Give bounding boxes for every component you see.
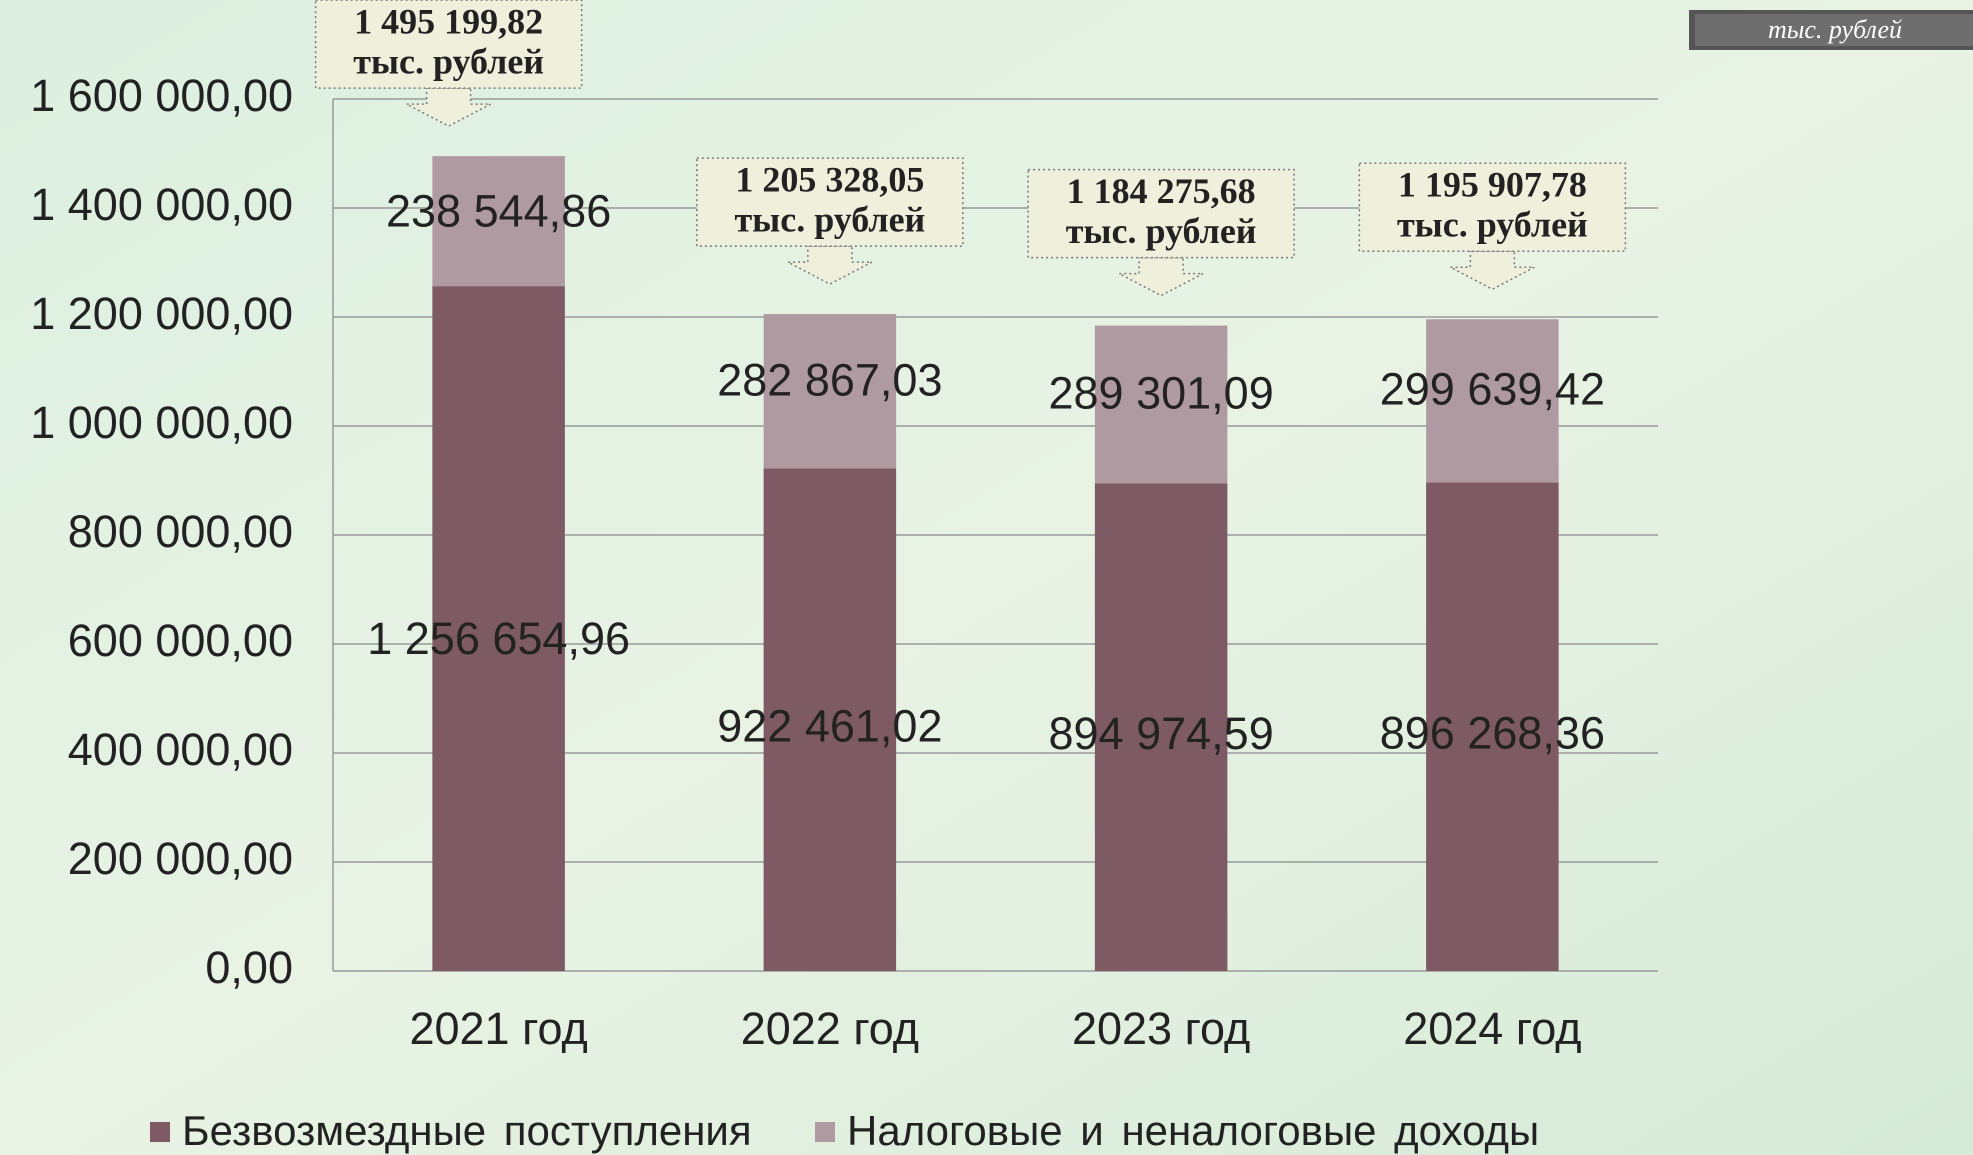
bar-segment — [432, 156, 565, 287]
bar-segment — [1426, 482, 1559, 971]
callout-value: 1 195 907,78 — [1398, 164, 1587, 204]
bar-segment — [1094, 325, 1228, 484]
callout-unit: тыс. рублей — [1066, 211, 1257, 251]
callout-arrow — [1118, 256, 1204, 297]
y-tick-label: 200 000,00 — [68, 833, 293, 884]
x-tick-label: 2023 год — [1072, 1003, 1250, 1054]
callout-box — [1358, 162, 1627, 252]
callout-arrow — [1450, 250, 1535, 291]
y-tick-label: 1 400 000,00 — [30, 179, 293, 230]
callout-unit: тыс. рублей — [734, 199, 925, 239]
unit-box-inner — [1695, 14, 1973, 46]
bar-segment — [763, 314, 897, 469]
value-label: 238 544,86 — [386, 186, 611, 237]
callout-unit: тыс. рублей — [1397, 204, 1588, 244]
callout-box — [314, 0, 583, 89]
bar-segment — [432, 286, 565, 971]
y-tick-label: 600 000,00 — [68, 615, 293, 666]
y-tick-label: 400 000,00 — [68, 724, 293, 775]
callout-arrow — [787, 245, 873, 285]
unit-label: тыс. рублей — [1768, 15, 1902, 44]
value-label: 282 867,03 — [717, 354, 942, 405]
bar-segment — [1426, 319, 1559, 483]
x-tick-label: 2024 год — [1403, 1003, 1581, 1054]
callout-unit: тыс. рублей — [353, 41, 544, 81]
value-label: 289 301,09 — [1049, 367, 1274, 418]
value-label: 1 256 654,96 — [367, 613, 630, 664]
value-label: 894 974,59 — [1049, 708, 1274, 759]
callout-value: 1 205 328,05 — [735, 159, 924, 199]
bar-segment — [763, 468, 897, 971]
x-tick-label: 2022 год — [741, 1003, 919, 1054]
value-label: 922 461,02 — [717, 701, 942, 752]
y-tick-label: 800 000,00 — [68, 506, 293, 557]
callout-value: 1 184 275,68 — [1067, 171, 1256, 211]
callout-value: 1 495 199,82 — [354, 1, 543, 41]
y-tick-label: 1 000 000,00 — [30, 397, 293, 448]
x-tick-label: 2021 год — [409, 1003, 587, 1054]
legend-label: Безвозмездные поступления — [182, 1107, 752, 1154]
y-tick-label: 0,00 — [205, 942, 293, 993]
value-label: 299 639,42 — [1380, 364, 1605, 415]
callout-arrow — [406, 87, 491, 127]
callout-box — [1027, 168, 1295, 259]
value-label: 896 268,36 — [1380, 707, 1605, 758]
bar-segment — [1094, 483, 1228, 971]
legend-label: Налоговые и неналоговые доходы — [847, 1107, 1539, 1154]
legend-swatch — [150, 1122, 170, 1142]
callout-box — [696, 157, 964, 247]
legend-swatch — [815, 1122, 835, 1142]
y-tick-label: 1 600 000,00 — [30, 70, 293, 121]
y-tick-label: 1 200 000,00 — [30, 288, 293, 339]
